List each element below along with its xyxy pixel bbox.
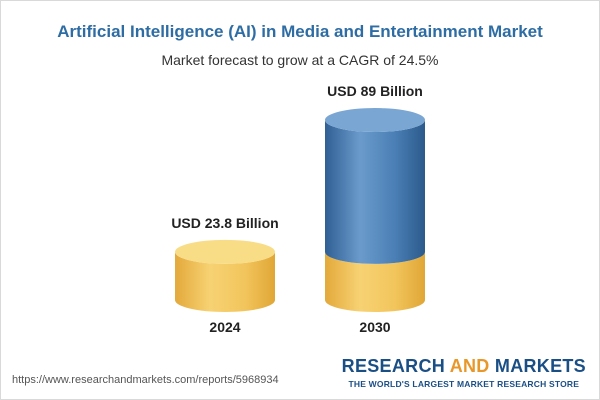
bar-2030-base (325, 251, 425, 312)
chart-subtitle: Market forecast to grow at a CAGR of 24.… (161, 52, 439, 68)
brand-tagline: THE WORLD'S LARGEST MARKET RESEARCH STOR… (348, 379, 580, 389)
category-label-2030: 2030 (359, 319, 390, 335)
value-label-2030: USD 89 Billion (327, 83, 423, 99)
category-label-2024: 2024 (209, 319, 240, 335)
bar-2030-growth (325, 120, 425, 264)
bar-2030-top (325, 108, 425, 132)
source-url[interactable]: https://www.researchandmarkets.com/repor… (12, 374, 279, 386)
brand-logo: RESEARCH AND MARKETS THE WORLD'S LARGEST… (342, 356, 586, 389)
brand-name: RESEARCH AND MARKETS (341, 356, 586, 376)
bar-2024-base (175, 251, 275, 312)
chart-title: Artificial Intelligence (AI) in Media an… (57, 22, 543, 41)
value-label-2024: USD 23.8 Billion (171, 215, 278, 231)
bar-2024-top (175, 239, 275, 264)
